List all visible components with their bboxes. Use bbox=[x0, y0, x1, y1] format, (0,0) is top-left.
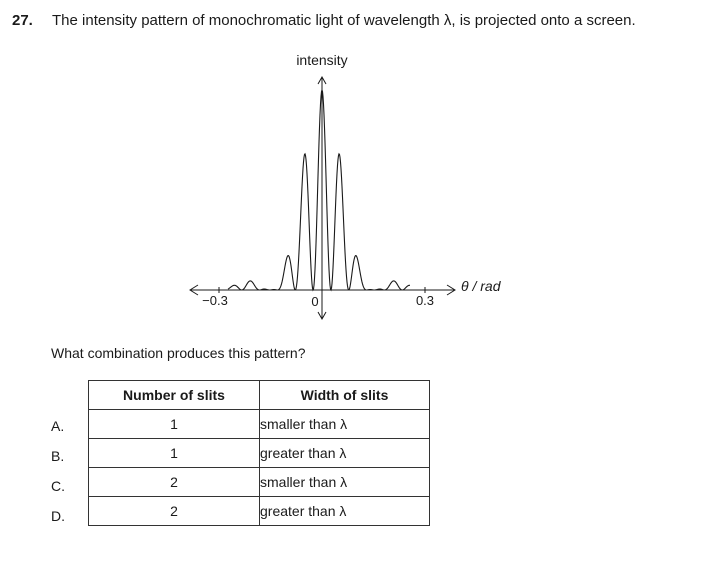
table-row: 1 greater than λ bbox=[88, 438, 430, 468]
cell-width: greater than λ bbox=[259, 438, 430, 468]
cell-width: smaller than λ bbox=[259, 467, 430, 497]
option-label-d: D. bbox=[51, 508, 65, 524]
prompt-text: What combination produces this pattern? bbox=[51, 345, 306, 361]
intensity-pattern-figure: intensity θ / rad −0.3 0 0.3 bbox=[189, 52, 502, 321]
option-label-a: A. bbox=[51, 418, 65, 434]
tick-label-pos: 0.3 bbox=[416, 293, 434, 308]
question-number: 27. bbox=[12, 12, 33, 29]
x-axis-label: θ / rad bbox=[461, 278, 502, 294]
x-axis-left-arrow bbox=[189, 284, 199, 296]
header-number-of-slits: Number of slits bbox=[88, 380, 260, 410]
cell-slits: 1 bbox=[88, 409, 260, 439]
intensity-curve bbox=[227, 88, 411, 292]
table-row: 2 greater than λ bbox=[88, 496, 430, 526]
cell-width: greater than λ bbox=[259, 496, 430, 526]
y-axis-up-arrow bbox=[317, 75, 327, 85]
y-axis-label: intensity bbox=[296, 52, 347, 68]
tick-label-zero: 0 bbox=[311, 294, 318, 309]
tick-label-neg: −0.3 bbox=[202, 293, 228, 308]
cell-width: smaller than λ bbox=[259, 409, 430, 439]
cell-slits: 2 bbox=[88, 467, 260, 497]
table-header-row: Number of slits Width of slits bbox=[88, 380, 430, 410]
cell-slits: 2 bbox=[88, 496, 260, 526]
option-label-b: B. bbox=[51, 448, 65, 464]
table-row: 2 smaller than λ bbox=[88, 467, 430, 497]
header-width-of-slits: Width of slits bbox=[259, 380, 430, 410]
answer-table: Number of slits Width of slits 1 smaller… bbox=[88, 380, 430, 526]
table-row: 1 smaller than λ bbox=[88, 409, 430, 439]
cell-slits: 1 bbox=[88, 438, 260, 468]
question-text: The intensity pattern of monochromatic l… bbox=[52, 12, 636, 29]
y-axis-down-arrow bbox=[317, 311, 327, 321]
x-axis-right-arrow bbox=[446, 284, 456, 296]
option-label-c: C. bbox=[51, 478, 65, 494]
